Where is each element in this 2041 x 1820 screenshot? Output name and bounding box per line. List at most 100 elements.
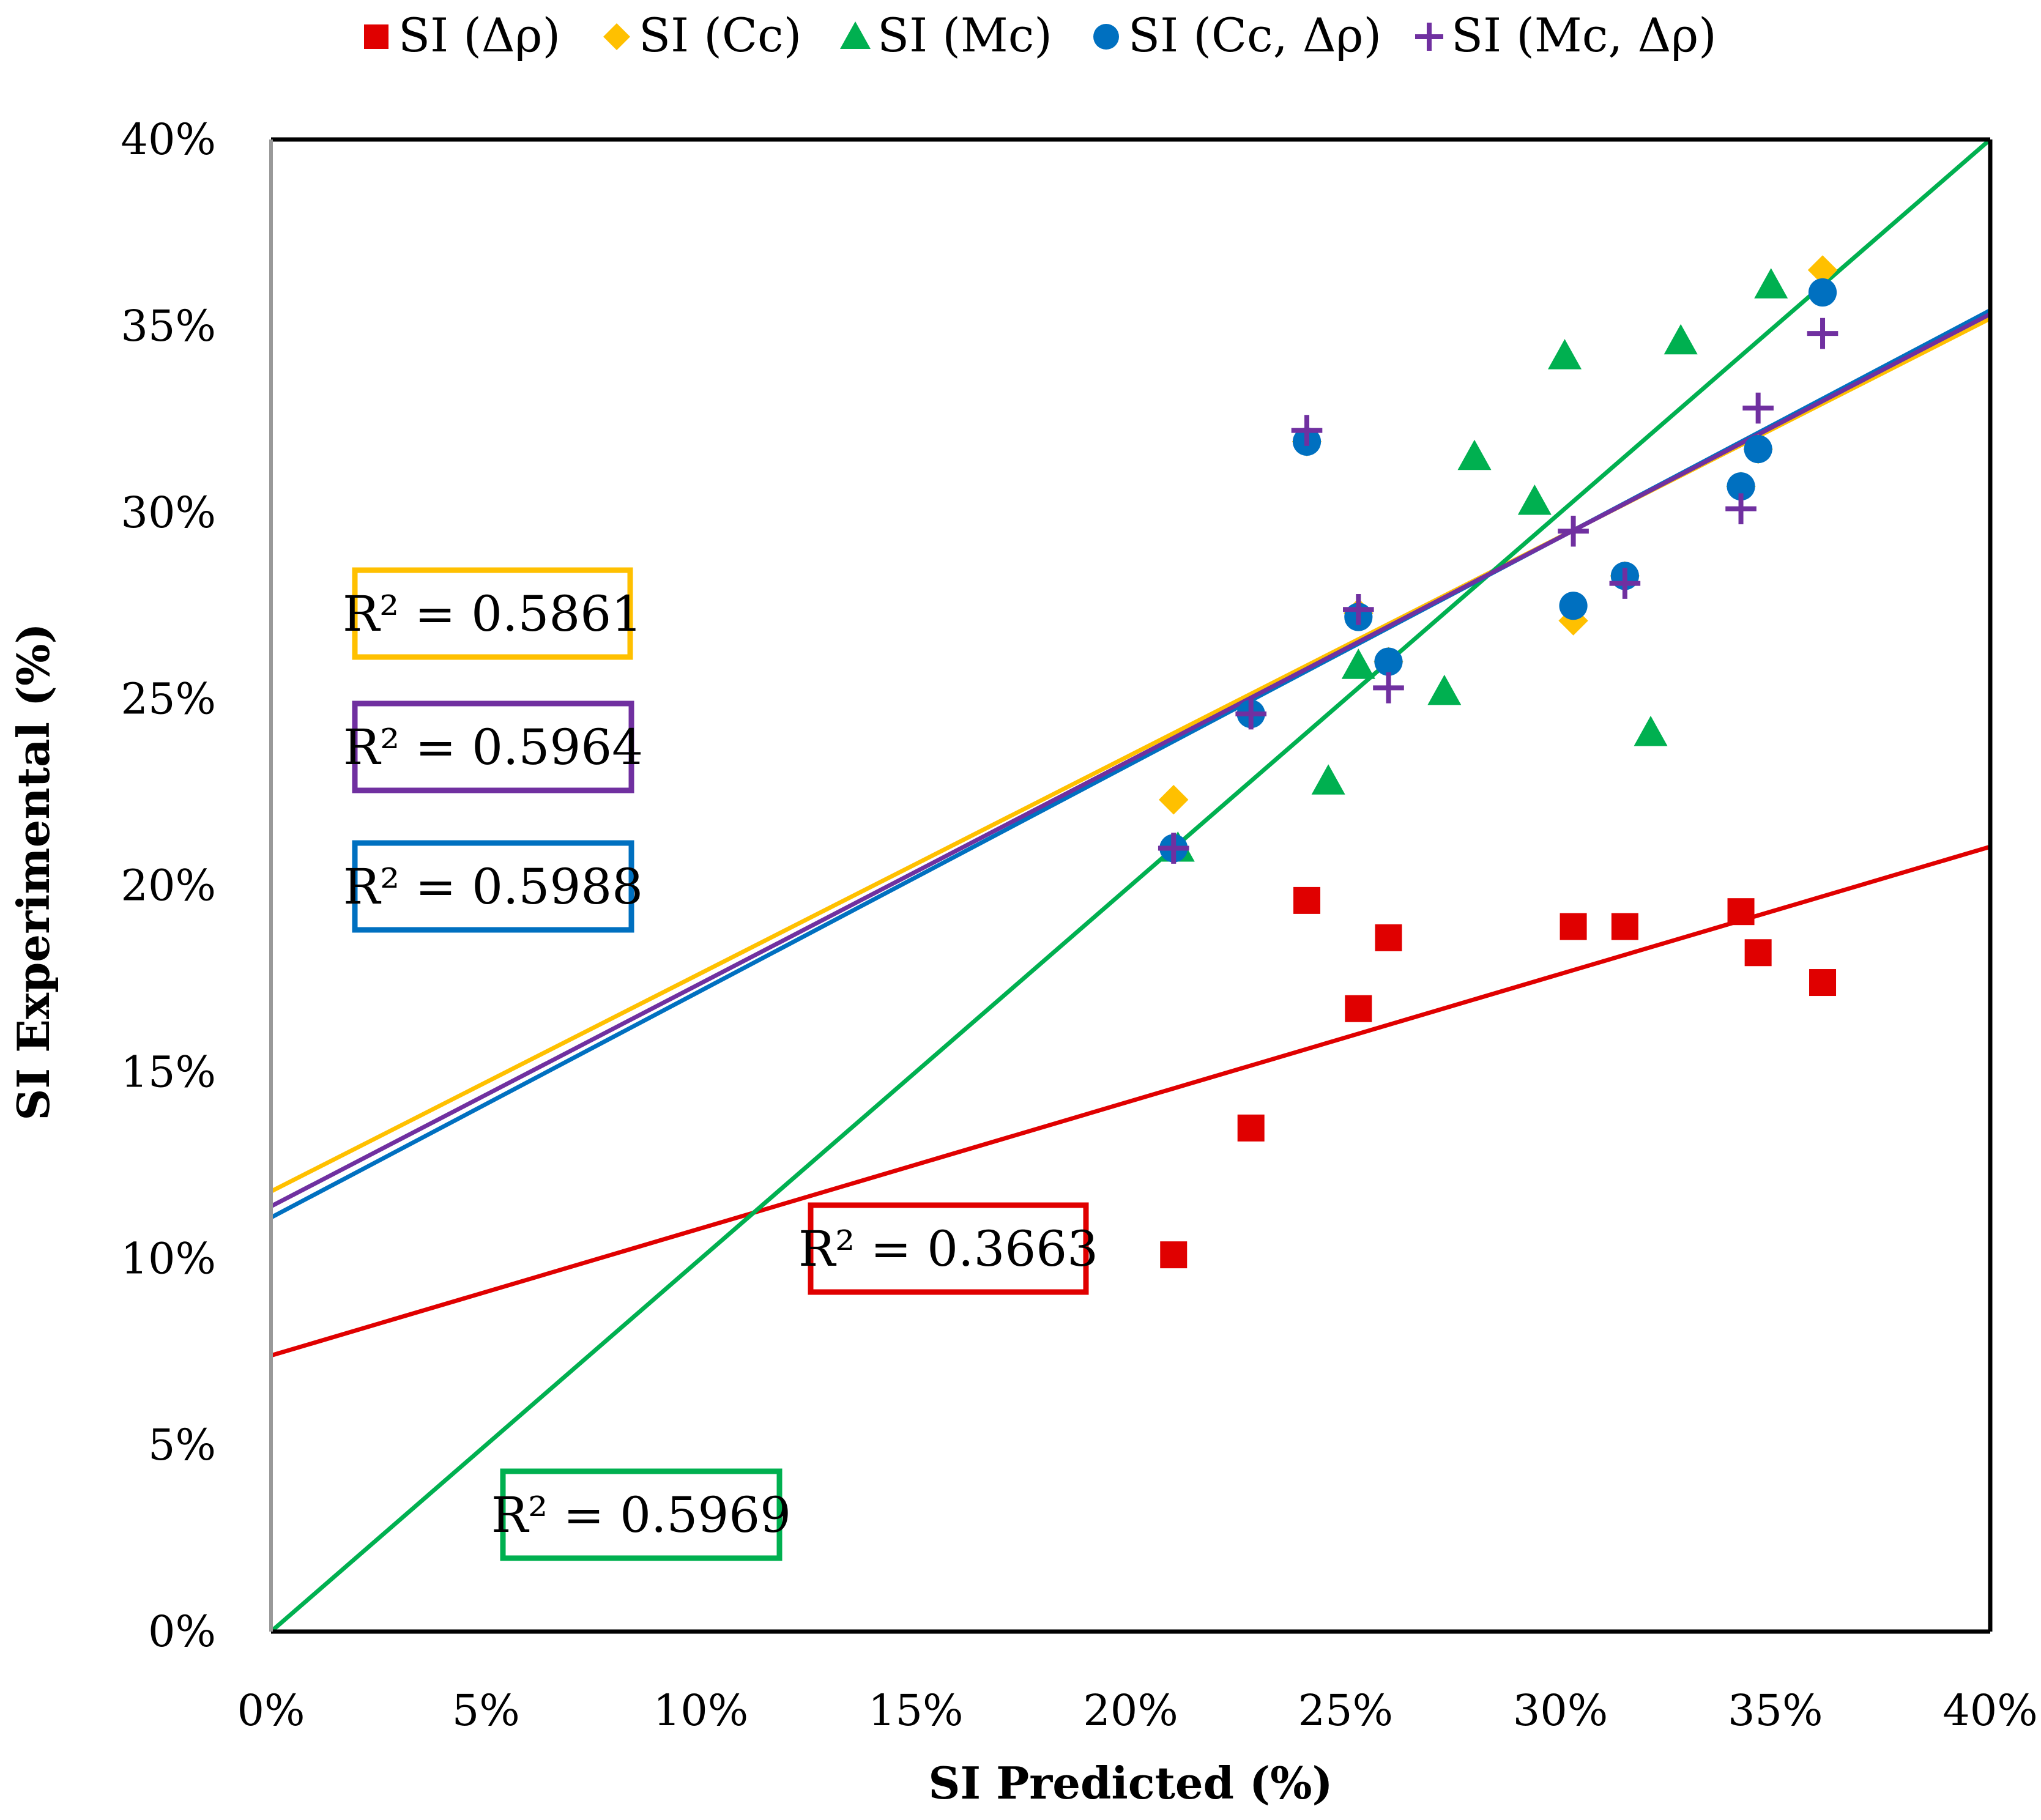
data-point — [1291, 415, 1323, 446]
data-point — [1373, 672, 1404, 704]
x-axis-ticks: 0% 5% 10% 15% 20% 25% 30% 35% 40% — [237, 1685, 2037, 1736]
plot-frame — [269, 137, 1993, 1634]
data-point — [1809, 969, 1837, 997]
series-5 — [1158, 318, 1838, 864]
x-tick-label: 20% — [1083, 1685, 1178, 1736]
y-tick-label: 35% — [121, 301, 216, 351]
legend-label: SI (Δρ) — [398, 8, 560, 62]
r2-labels: R² = 0.3663 R² = 0.5861 R² = 0.5969 R² = 0.… — [343, 567, 1098, 1561]
r2-label: R² = 0.5969 — [491, 1487, 791, 1543]
data-point — [1160, 1241, 1188, 1269]
data-point — [1293, 886, 1321, 914]
data-point — [1375, 924, 1402, 951]
x-tick-label: 35% — [1728, 1685, 1823, 1736]
r2-box-border — [808, 1202, 1089, 1295]
y-tick-label: 30% — [121, 488, 216, 538]
trendline-1 — [270, 844, 1991, 1358]
data-point — [1664, 324, 1698, 355]
x-tick-label: 40% — [1942, 1685, 2038, 1736]
data-point — [1808, 278, 1837, 307]
legend-item-2: SI (Cc) — [603, 8, 801, 62]
legend-label: SI (Mc, Δρ) — [1451, 8, 1717, 62]
x-tick-label: 5% — [452, 1685, 520, 1736]
r2-box-border — [500, 1468, 783, 1561]
data-point — [1159, 785, 1189, 815]
y-tick-label: 5% — [148, 1420, 216, 1470]
legend-item-1: SI (Δρ) — [364, 8, 560, 62]
data-point — [1374, 647, 1403, 676]
series-3 — [1161, 268, 1788, 862]
x-tick-label: 10% — [653, 1685, 749, 1736]
data-point — [1560, 913, 1587, 940]
legend-item-3: SI (Mc) — [840, 8, 1052, 62]
r2-box-border — [352, 840, 634, 933]
y-axis-title: SI Experimental (%) — [7, 623, 59, 1120]
data-point — [1609, 568, 1641, 599]
data-point — [1341, 648, 1375, 679]
y-tick-label: 10% — [121, 1233, 216, 1283]
data-point — [1634, 716, 1668, 746]
legend-marker — [1415, 23, 1443, 51]
data-point — [1744, 434, 1772, 464]
data-point — [1807, 318, 1838, 349]
r2-label: R² = 0.5964 — [343, 719, 643, 776]
legend-label: SI (Cc) — [639, 8, 801, 62]
r2-box-border — [352, 567, 633, 660]
legend-marker — [364, 24, 388, 49]
data-point — [1235, 698, 1266, 730]
data-point — [1725, 493, 1757, 524]
legend-item-5: SI (Mc, Δρ) — [1415, 8, 1717, 62]
data-point — [1727, 898, 1755, 926]
legend-item-4: SI (Cc, Δρ) — [1093, 8, 1381, 62]
y-axis-ticks: 0% 5% 10% 15% 20% 25% 30% 35% 40% — [121, 114, 216, 1657]
r2-box-1: R² = 0.3663 — [798, 1202, 1098, 1295]
r2-box-4: R² = 0.5988 — [343, 840, 643, 933]
x-axis-title: SI Predicted (%) — [928, 1757, 1333, 1809]
data-point — [1343, 593, 1374, 625]
y-tick-label: 15% — [121, 1047, 216, 1097]
data-point — [1548, 339, 1582, 370]
data-point — [1807, 255, 1838, 285]
r2-box-border — [352, 700, 634, 793]
y-tick-label: 0% — [148, 1606, 216, 1657]
data-point — [1517, 484, 1552, 515]
trendlines — [269, 138, 1992, 1633]
data-point — [1742, 392, 1774, 424]
trendline-3 — [269, 138, 1992, 1633]
r2-label: R² = 0.5988 — [343, 858, 643, 915]
legend-label: SI (Cc, Δρ) — [1128, 8, 1381, 62]
x-tick-label: 15% — [868, 1685, 964, 1736]
series-2 — [1159, 255, 1838, 815]
x-tick-label: 30% — [1513, 1685, 1608, 1736]
data-point — [1744, 939, 1772, 967]
data-point — [1727, 472, 1755, 501]
legend: SI (Δρ) SI (Cc) SI (Mc) SI (Cc, Δρ) SI (Mc, … — [364, 8, 1717, 62]
data-point — [1754, 268, 1788, 299]
data-point — [1558, 515, 1589, 547]
data-point — [1611, 913, 1638, 940]
x-tick-label: 25% — [1298, 1685, 1393, 1736]
y-tick-label: 40% — [121, 114, 216, 165]
data-point — [1427, 674, 1462, 705]
r2-box-5: R² = 0.5964 — [343, 700, 643, 793]
data-point — [1345, 995, 1372, 1022]
r2-label: R² = 0.5861 — [343, 585, 642, 642]
trendline-5 — [270, 312, 1991, 1208]
data-point — [1457, 439, 1492, 470]
data-point — [1237, 1114, 1265, 1142]
data-point — [1311, 764, 1345, 795]
legend-marker — [840, 21, 871, 49]
data-point — [1559, 592, 1588, 620]
r2-box-2: R² = 0.5861 — [343, 567, 642, 660]
y-tick-label: 20% — [121, 861, 216, 911]
series-1 — [1160, 886, 1837, 1269]
x-tick-label: 0% — [237, 1685, 305, 1736]
data-point — [1158, 833, 1189, 864]
y-tick-label: 25% — [121, 674, 216, 724]
r2-label: R² = 0.3663 — [798, 1220, 1098, 1277]
data-points — [1158, 255, 1838, 1269]
legend-label: SI (Mc) — [877, 8, 1052, 62]
legend-marker — [1093, 24, 1119, 50]
legend-marker — [603, 23, 630, 50]
